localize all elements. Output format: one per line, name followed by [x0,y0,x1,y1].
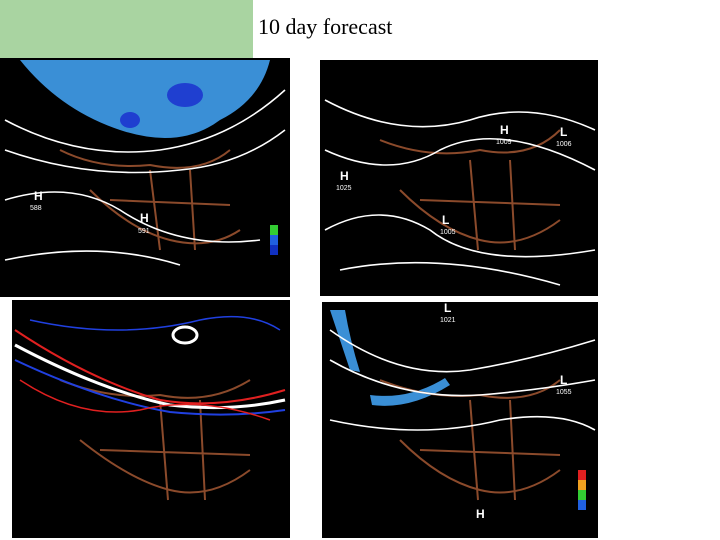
map-label: 1025 [336,185,352,192]
map-label: H [140,211,149,225]
map-label: L [560,373,567,387]
map-label: H [476,507,485,521]
map-panel: L 1021 L 1055 H [322,301,598,538]
map-panel: H 588 H 591 [0,58,290,297]
map-label: L [442,213,449,227]
map-label: 1009 [496,139,512,146]
map-label: 1021 [440,317,456,324]
slide-title: 10 day forecast [258,14,393,39]
map-panel [12,300,290,538]
map-label: L [560,125,567,139]
map-label: 591 [138,228,150,235]
map-label: 588 [30,205,42,212]
map-label: H [340,169,349,183]
title-accent [0,0,253,58]
map-label: 1055 [556,389,572,396]
map-label: H [500,123,509,137]
map-label: 1005 [440,229,456,236]
map-label: H [34,189,43,203]
map-label: L [444,301,451,315]
map-panel: H 1025 L 1005 H 1009 L 1006 [320,60,598,296]
map-label: 1006 [556,141,572,148]
